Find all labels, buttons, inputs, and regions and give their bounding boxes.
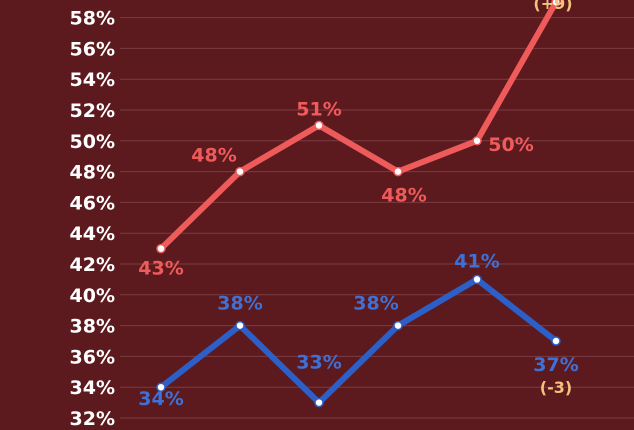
series-1-label-0: 34% — [138, 388, 183, 410]
series-0-point-1 — [235, 166, 245, 177]
y-tick-label-3: 38% — [70, 316, 115, 338]
y-tick-label-5: 42% — [70, 254, 115, 276]
series-lines — [158, 0, 559, 406]
y-tick-label-4: 40% — [70, 285, 115, 307]
series-0-label-1: 48% — [191, 145, 236, 167]
series-1-point-0 — [156, 382, 166, 392]
series-1-label-3: 38% — [353, 293, 398, 315]
series-1-annotation: (-3) — [540, 378, 572, 397]
series-1-point-3 — [393, 320, 403, 331]
y-tick-label-1: 34% — [70, 377, 115, 399]
y-tick-label-2: 36% — [70, 346, 115, 368]
series-1-label-4: 41% — [454, 250, 499, 272]
series-0-annotation: (+9) — [533, 0, 572, 13]
y-tick-label-0: 32% — [70, 408, 115, 430]
series-1-label-2: 33% — [296, 352, 341, 374]
series-0-point-2 — [314, 120, 324, 131]
data-labels: 43% 48% 51% 48% 50% 34% 38% 33% 38% 41% 37% (+9) (-3… — [138, 0, 578, 410]
series-points — [156, 0, 561, 408]
y-tick-label-12: 56% — [70, 38, 115, 60]
y-tick-label-7: 46% — [70, 192, 115, 214]
series-0-point-4 — [472, 136, 482, 146]
series-1-point-5 — [551, 336, 561, 346]
series-0-label-3: 48% — [381, 185, 426, 207]
series-0-point-0 — [156, 243, 166, 254]
y-tick-label-11: 54% — [70, 69, 115, 91]
series-line-0 — [158, 0, 559, 252]
series-1-label-1: 38% — [217, 293, 262, 315]
series-1-point-2 — [314, 397, 324, 408]
y-tick-label-13: 58% — [70, 8, 115, 30]
series-1-label-5: 37% — [533, 354, 578, 376]
series-1-point-1 — [235, 320, 245, 331]
series-0-point-5 — [551, 0, 561, 7]
series-0-label-4: 50% — [488, 134, 533, 156]
y-tick-label-6: 44% — [70, 223, 115, 245]
y-axis-tick-labels: 32% 34% 36% 38% 40% 42% 44% 46% 48% 50% 52% 54% 56% 5… — [70, 8, 115, 430]
series-0-point-3 — [393, 166, 403, 177]
series-0-label-2: 51% — [296, 98, 341, 120]
y-tick-label-8: 48% — [70, 162, 115, 184]
series-0-label-0: 43% — [138, 258, 183, 280]
series-line-1 — [158, 276, 559, 406]
y-tick-label-10: 52% — [70, 100, 115, 122]
y-tick-label-9: 50% — [70, 131, 115, 153]
series-1-point-4 — [472, 274, 482, 285]
